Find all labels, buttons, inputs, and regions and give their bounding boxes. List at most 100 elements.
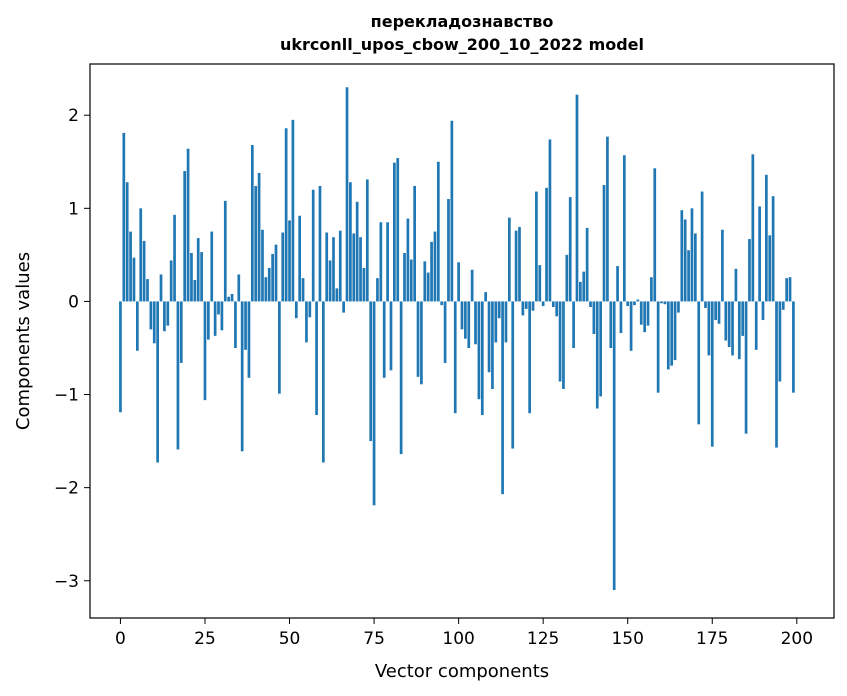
bar bbox=[717, 301, 721, 324]
bar bbox=[528, 301, 531, 414]
bar bbox=[744, 301, 748, 434]
bar bbox=[599, 301, 603, 397]
x-tick-label: 25 bbox=[194, 629, 216, 649]
bar bbox=[173, 214, 176, 302]
y-axis-ticks: −3 −2 −1 0 1 2 bbox=[54, 106, 90, 592]
bar bbox=[616, 266, 619, 302]
bar bbox=[186, 148, 190, 302]
bar bbox=[555, 301, 559, 317]
bar bbox=[176, 301, 180, 450]
bar bbox=[480, 301, 484, 416]
bar bbox=[234, 301, 237, 348]
bar bbox=[274, 244, 278, 302]
bar bbox=[386, 222, 389, 302]
bar bbox=[453, 301, 457, 414]
bar bbox=[196, 238, 200, 302]
bar bbox=[785, 278, 789, 302]
bar bbox=[298, 215, 302, 302]
bar bbox=[622, 155, 626, 302]
bar bbox=[460, 301, 464, 330]
bar bbox=[433, 231, 437, 302]
bar bbox=[778, 301, 782, 382]
bar bbox=[467, 301, 471, 348]
bar bbox=[737, 301, 741, 360]
bar bbox=[487, 301, 491, 373]
bar bbox=[758, 206, 761, 302]
bar bbox=[680, 210, 684, 302]
x-axis-ticks: 0 25 50 75 100 125 150 175 200 bbox=[115, 618, 813, 649]
y-tick-label: −3 bbox=[54, 572, 79, 592]
bar bbox=[734, 268, 738, 302]
bar bbox=[281, 232, 285, 302]
bar bbox=[660, 301, 663, 304]
bar bbox=[727, 301, 731, 348]
bar bbox=[538, 265, 542, 302]
bar bbox=[420, 301, 423, 385]
bar bbox=[399, 301, 403, 455]
bar bbox=[135, 301, 139, 351]
bar bbox=[775, 301, 778, 448]
bar bbox=[200, 252, 203, 302]
bar bbox=[119, 301, 122, 413]
bar bbox=[416, 301, 420, 377]
bar bbox=[129, 231, 132, 302]
bar bbox=[639, 301, 643, 325]
bar bbox=[666, 301, 670, 370]
bar bbox=[217, 301, 220, 315]
bar bbox=[595, 301, 599, 409]
bar bbox=[683, 219, 687, 302]
bar bbox=[612, 301, 616, 591]
bar bbox=[504, 301, 508, 343]
bar bbox=[568, 197, 572, 302]
bar bbox=[271, 253, 274, 302]
bar bbox=[518, 226, 521, 302]
x-tick-label: 50 bbox=[279, 629, 301, 649]
bar bbox=[284, 128, 288, 302]
x-tick-label: 75 bbox=[363, 629, 385, 649]
x-tick-label: 175 bbox=[696, 629, 728, 649]
y-tick-label: −2 bbox=[54, 479, 79, 499]
bar bbox=[335, 288, 339, 302]
y-tick-label: 0 bbox=[68, 292, 79, 312]
bar bbox=[754, 301, 758, 350]
bar bbox=[501, 301, 504, 495]
bar bbox=[524, 301, 528, 309]
bar bbox=[223, 200, 227, 302]
bar bbox=[724, 301, 728, 341]
bar bbox=[562, 301, 565, 389]
bar bbox=[146, 279, 149, 302]
bar bbox=[267, 267, 271, 302]
bar bbox=[149, 301, 153, 330]
x-tick-label: 125 bbox=[527, 629, 559, 649]
bar bbox=[629, 301, 633, 351]
bar bbox=[308, 301, 312, 318]
bar bbox=[450, 120, 454, 302]
bar bbox=[592, 301, 596, 335]
bar bbox=[440, 301, 444, 306]
bar bbox=[447, 199, 450, 302]
bar bbox=[122, 132, 126, 302]
bar bbox=[653, 168, 657, 302]
bar bbox=[781, 301, 785, 310]
bar bbox=[362, 267, 366, 302]
bar bbox=[545, 187, 548, 302]
bar bbox=[531, 301, 535, 311]
plot-frame bbox=[89, 63, 835, 619]
bar bbox=[230, 293, 234, 302]
bar bbox=[220, 301, 224, 331]
bar bbox=[633, 301, 636, 306]
bar bbox=[321, 301, 325, 463]
bar bbox=[193, 280, 197, 302]
bar bbox=[203, 301, 207, 401]
bar bbox=[311, 189, 315, 302]
bar bbox=[376, 278, 379, 302]
bar bbox=[464, 301, 467, 339]
bar bbox=[301, 278, 305, 302]
bar bbox=[338, 230, 342, 302]
bar bbox=[541, 301, 545, 307]
bar bbox=[582, 271, 586, 302]
bar bbox=[511, 301, 515, 449]
bar bbox=[690, 208, 694, 302]
bar bbox=[606, 136, 609, 302]
bar bbox=[761, 301, 765, 321]
